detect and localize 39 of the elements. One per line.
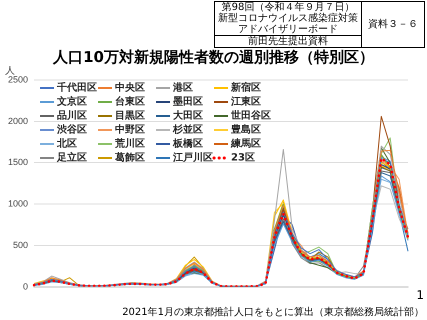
legend-label: 渋谷区 [56, 124, 88, 136]
legend-label: 中央区 [115, 82, 146, 94]
legend-label: 荒川区 [114, 138, 146, 150]
y-tick-label: 0 [23, 281, 28, 292]
legend-label: 中野区 [115, 124, 146, 136]
y-tick-label: 1000 [8, 198, 28, 209]
legend-label: 大田区 [172, 110, 204, 122]
text: アドバイザリーボード [237, 24, 339, 35]
y-tick-label: 2500 [8, 74, 28, 84]
text: 前田先生提出資料 [215, 35, 361, 47]
legend-label: 杉並区 [172, 124, 204, 136]
legend-label: 板橋区 [172, 138, 204, 150]
legend-label: 23区 [231, 152, 255, 164]
text: 資料３－６ [367, 18, 419, 32]
legend-label: 練馬区 [230, 138, 262, 150]
legend-label: 北区 [56, 138, 78, 150]
chart-title: 人口10万対新規陽性者数の週別推移（特別区） [52, 48, 375, 67]
legend-label: 港区 [172, 82, 194, 94]
text: 1 [416, 288, 424, 302]
legend-label: 文京区 [56, 96, 88, 108]
y-tick-label: 500 [12, 240, 28, 250]
legend-label: 目黒区 [115, 110, 146, 122]
legend-label: 墨田区 [172, 96, 204, 108]
y-axis-title: 人 [5, 66, 15, 77]
text: 新型コロナウイルス感染症対策 [217, 13, 359, 24]
legend-label: 足立区 [56, 152, 88, 164]
y-tick-label: 1500 [8, 157, 28, 168]
text: 2021年1月の東京都推計人口をもとに算出（東京都総務局統計部） [122, 306, 424, 319]
legend-label: 千代田区 [56, 82, 98, 94]
legend-label: 江戸川区 [172, 152, 214, 164]
legend-label: 江東区 [230, 96, 262, 108]
legend-label: 世田谷区 [230, 110, 272, 122]
legend-label: 葛飾区 [114, 152, 146, 164]
legend-label: 台東区 [115, 96, 146, 108]
legend-label: 新宿区 [230, 82, 262, 94]
text: 第98回（令和４年９月７日） [222, 2, 356, 13]
legend-label: 品川区 [57, 110, 88, 122]
y-tick-label: 2000 [8, 116, 28, 126]
legend-label: 豊島区 [230, 124, 262, 136]
